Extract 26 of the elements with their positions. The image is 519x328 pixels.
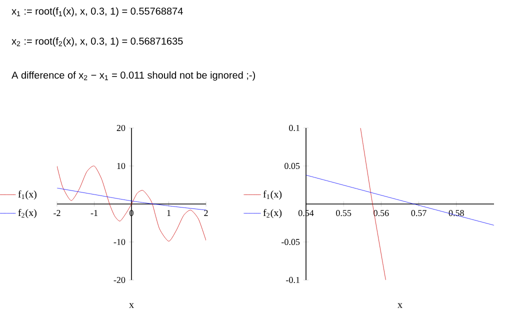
line-series <box>57 188 206 210</box>
x-tick-label: 1 <box>167 210 170 216</box>
y-tick-label: -0.1 <box>286 276 300 284</box>
legend-label: f$_{2}$(x) <box>263 208 282 218</box>
y-tick-label: -0.05 <box>282 238 300 246</box>
x-tick-label: 0.56 <box>374 210 389 216</box>
y-tick-label: 20 <box>116 124 126 132</box>
y-tick-label: -20 <box>114 276 126 284</box>
x-tick-label: 2 <box>204 210 208 216</box>
legend-label: f$_{1}$(x) <box>18 190 36 200</box>
x-tick-label: 0.58 <box>448 210 464 216</box>
text: A difference of x$_{2}$ − x$_{1}$ = 0.011 should not be ignored ;-) <box>12 71 256 81</box>
x-tick-label: -1 <box>90 210 98 216</box>
x-tick-label: 0.55 <box>336 210 352 216</box>
legend-label: f$_{1}$(x) <box>263 190 282 200</box>
y-tick-label: 10 <box>117 162 126 170</box>
x-tick-label: 0.57 <box>411 210 426 216</box>
x-axis-title: x <box>398 303 402 308</box>
x-axis-title: x <box>129 303 134 308</box>
legend-label: f$_{2}$(x) <box>18 208 36 218</box>
y-tick-label: 0.1 <box>289 124 300 132</box>
text: x$_{2}$ := root(f$_{2}$(x), x, 0.3, 1) = 0.56871635 <box>12 37 183 47</box>
y-tick-label: 0.05 <box>284 162 300 170</box>
text: x$_{1}$ := root(f$_{1}$(x), x, 0.3, 1) = 0.55768874 <box>12 7 183 17</box>
y-tick-label: -10 <box>114 238 126 246</box>
x-tick-label: -2 <box>54 210 60 216</box>
